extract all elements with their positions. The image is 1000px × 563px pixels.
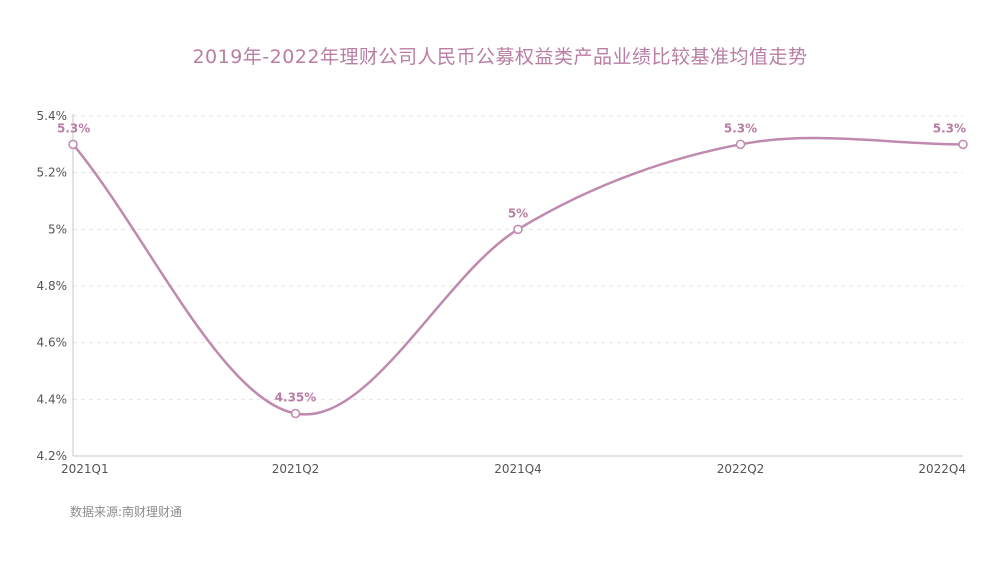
y-tick-label: 4.4% [37,392,68,406]
y-tick-label: 4.2% [37,449,68,463]
data-point [290,408,301,419]
data-point [735,139,746,150]
data-source-note: 数据来源:南财理财通 [70,505,183,519]
data-point [68,139,78,150]
y-tick-label: 5.4% [37,109,68,123]
data-label: 5.3% [724,121,757,135]
x-tick-label: 2022Q4 [918,462,966,476]
data-labels: 5.3% 4.35% 5% 5.3% 5.3% [57,121,966,404]
y-tick-label: 5% [48,222,67,236]
y-tick-label: 5.2% [37,166,68,180]
data-label: 4.35% [275,391,317,405]
x-tick-label: 2021Q2 [272,462,320,476]
y-tick-label: 4.8% [37,279,68,293]
series-group [68,136,968,419]
data-point [958,139,968,150]
x-tick-label: 2022Q2 [717,462,765,476]
x-tick-label: 2021Q4 [494,462,542,476]
data-label: 5.3% [933,121,966,135]
series-line [72,136,964,416]
data-label: 5% [508,206,528,220]
axes: 4.2% 4.4% 4.6% 4.8% 5% 5.2% 5.4% 2021Q1 2021Q2 20… [37,109,967,476]
grid-lines [73,115,963,400]
y-tick-label: 4.6% [37,336,68,350]
data-label: 5.3% [57,121,90,135]
chart-title: 2019年-2022年理财公司人民币公募权益类产品业绩比较基准均值走势 [192,46,808,68]
x-tick-label: 2021Q1 [61,462,109,476]
data-point [513,224,523,235]
